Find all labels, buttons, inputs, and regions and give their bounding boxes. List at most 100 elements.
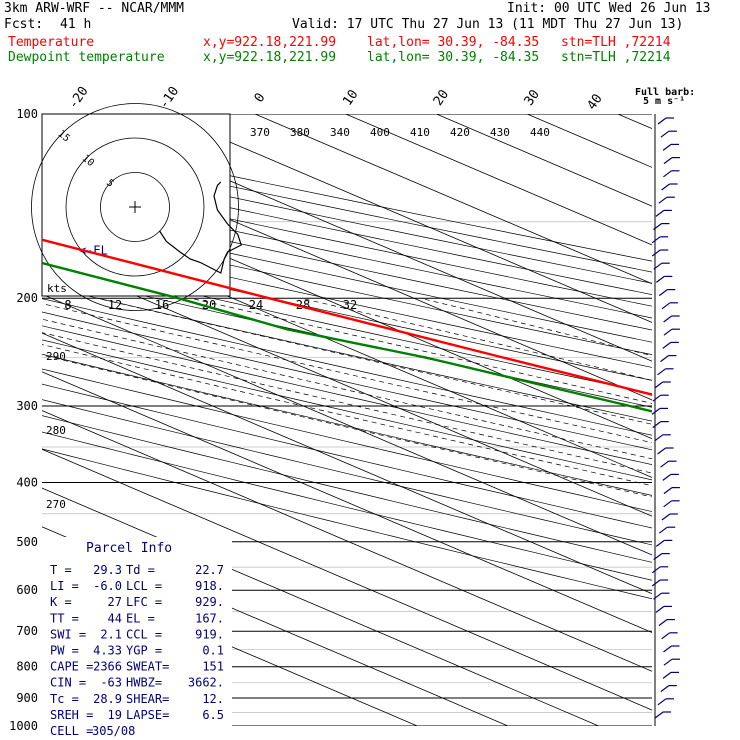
isotherm-label: 20 (431, 87, 452, 108)
parcel-info-value: 2.1 (100, 627, 122, 641)
parcel-info-key: SHEAR= (126, 692, 169, 706)
theta-label-top: 380 (290, 126, 310, 139)
moist-adiabat-line (420, 297, 652, 357)
speed-scale-label: 12 (108, 298, 122, 312)
wind-barb (651, 249, 661, 257)
isotherm-line (526, 114, 652, 168)
wind-barb (662, 671, 672, 679)
parcel-info-key: Td = (126, 563, 155, 577)
hodograph-ring (65, 137, 205, 277)
wind-barb (663, 170, 672, 178)
parcel-info-value: 29.3 (93, 563, 122, 577)
wind-barb (662, 143, 672, 151)
dry-adiabat-line (42, 339, 652, 481)
wind-barb (653, 262, 663, 270)
isotherm-line (616, 114, 652, 130)
wind-barb (662, 473, 672, 481)
parcel-info-key: PW = (50, 644, 79, 658)
wind-barb (655, 605, 665, 613)
dry-adiabat-line (42, 259, 652, 395)
wind-barb (651, 407, 661, 415)
dewpoint-station: stn=TLH ,72214 (561, 50, 671, 65)
hodograph-ring (31, 103, 239, 311)
wind-barb (661, 183, 670, 191)
parcel-info-key: Tc = (50, 692, 79, 706)
parcel-info-value: 929. (195, 595, 224, 609)
isotherm-label: 30 (522, 87, 543, 108)
parcel-info-key: CCL = (126, 627, 162, 641)
wind-barb (654, 381, 664, 389)
parcel-info-key: TT = (50, 611, 79, 625)
pressure-tick-label: 800 (16, 660, 38, 674)
parcel-info-value: 4.33 (93, 644, 122, 658)
hodograph-trace (159, 181, 242, 274)
wind-barb (655, 275, 665, 283)
temperature-xy: x,y=922.18,221.99 (203, 35, 337, 50)
wind-barb (660, 130, 670, 138)
temperature-station: stn=TLH ,72214 (561, 35, 671, 50)
model-title: 3km ARW-WRF -- NCAR/MMM (4, 1, 185, 16)
theta-label-top: 420 (450, 126, 470, 139)
isotherm-line (42, 526, 509, 726)
wind-barb (654, 711, 664, 719)
isotherm-label: -10 (157, 84, 183, 112)
moist-adiabat-line (42, 344, 652, 487)
parcel-info-value: 151 (202, 660, 224, 674)
isotherm-line (253, 114, 652, 285)
forecast-label: Fcst: (4, 17, 44, 32)
wind-barb (655, 539, 665, 547)
parcel-info-panel (42, 537, 232, 726)
pressure-tick-label: 500 (16, 535, 38, 549)
wind-barb (658, 196, 668, 204)
wind-barb (652, 394, 662, 402)
wind-barb (658, 526, 668, 534)
dry-adiabat-line (42, 431, 652, 581)
dry-adiabat-line (42, 285, 652, 422)
wind-barb (657, 117, 667, 125)
hodograph-ring-label: 5 (104, 177, 116, 189)
theta-label-side: 290 (46, 350, 66, 363)
wind-barb (663, 645, 672, 653)
isotherm-label: -20 (66, 84, 92, 112)
parcel-info-key: HWBZ= (126, 676, 162, 690)
dry-adiabat-line (42, 325, 652, 465)
parcel-info-value: 44 (108, 611, 122, 625)
dry-adiabat-line (42, 247, 652, 381)
parcel-info-key: SWI = (50, 627, 86, 641)
dewpoint-xy: x,y=922.18,221.99 (203, 50, 337, 65)
dry-adiabat-line (42, 311, 652, 451)
pressure-tick-label: 300 (16, 399, 38, 413)
isotherm-line (42, 216, 652, 478)
temperature-latlon: lat,lon= 30.39, -84.35 (367, 35, 540, 50)
dry-adiabat-line (42, 235, 652, 368)
parcel-info-key: LI = (50, 579, 79, 593)
hodograph-panel (41, 113, 231, 297)
hodograph-ring (100, 172, 170, 242)
dewpoint-latlon: lat,lon= 30.39, -84.35 (367, 50, 540, 65)
parcel-info-key: CAPE = (50, 660, 93, 674)
wind-barb (663, 157, 673, 165)
wind-barb (653, 553, 663, 561)
moist-adiabat-line (42, 318, 652, 460)
theta-label-top: 340 (330, 126, 350, 139)
wind-barb (651, 579, 661, 587)
parcel-info-value: 12. (202, 692, 224, 706)
isotherm-line (42, 410, 652, 672)
wind-barb (660, 685, 670, 693)
parcel-info-value: 919. (195, 627, 224, 641)
theta-label-top: 400 (370, 126, 390, 139)
isotherm-line (42, 371, 652, 633)
speed-scale-label: 16 (155, 298, 169, 312)
parcel-info-key: SWEAT= (126, 660, 169, 674)
wind-barb (653, 223, 662, 231)
wind-barb (652, 421, 662, 429)
temperature-legend: Temperature (8, 35, 95, 50)
wind-barb (651, 566, 661, 574)
isotherm-line (42, 487, 600, 726)
parcel-info-value: 19 (108, 708, 122, 722)
isotherm-line (42, 332, 652, 595)
wind-barb (658, 619, 668, 627)
parcel-info-value: 918. (195, 579, 224, 593)
theta-label-top: 430 (490, 126, 510, 139)
